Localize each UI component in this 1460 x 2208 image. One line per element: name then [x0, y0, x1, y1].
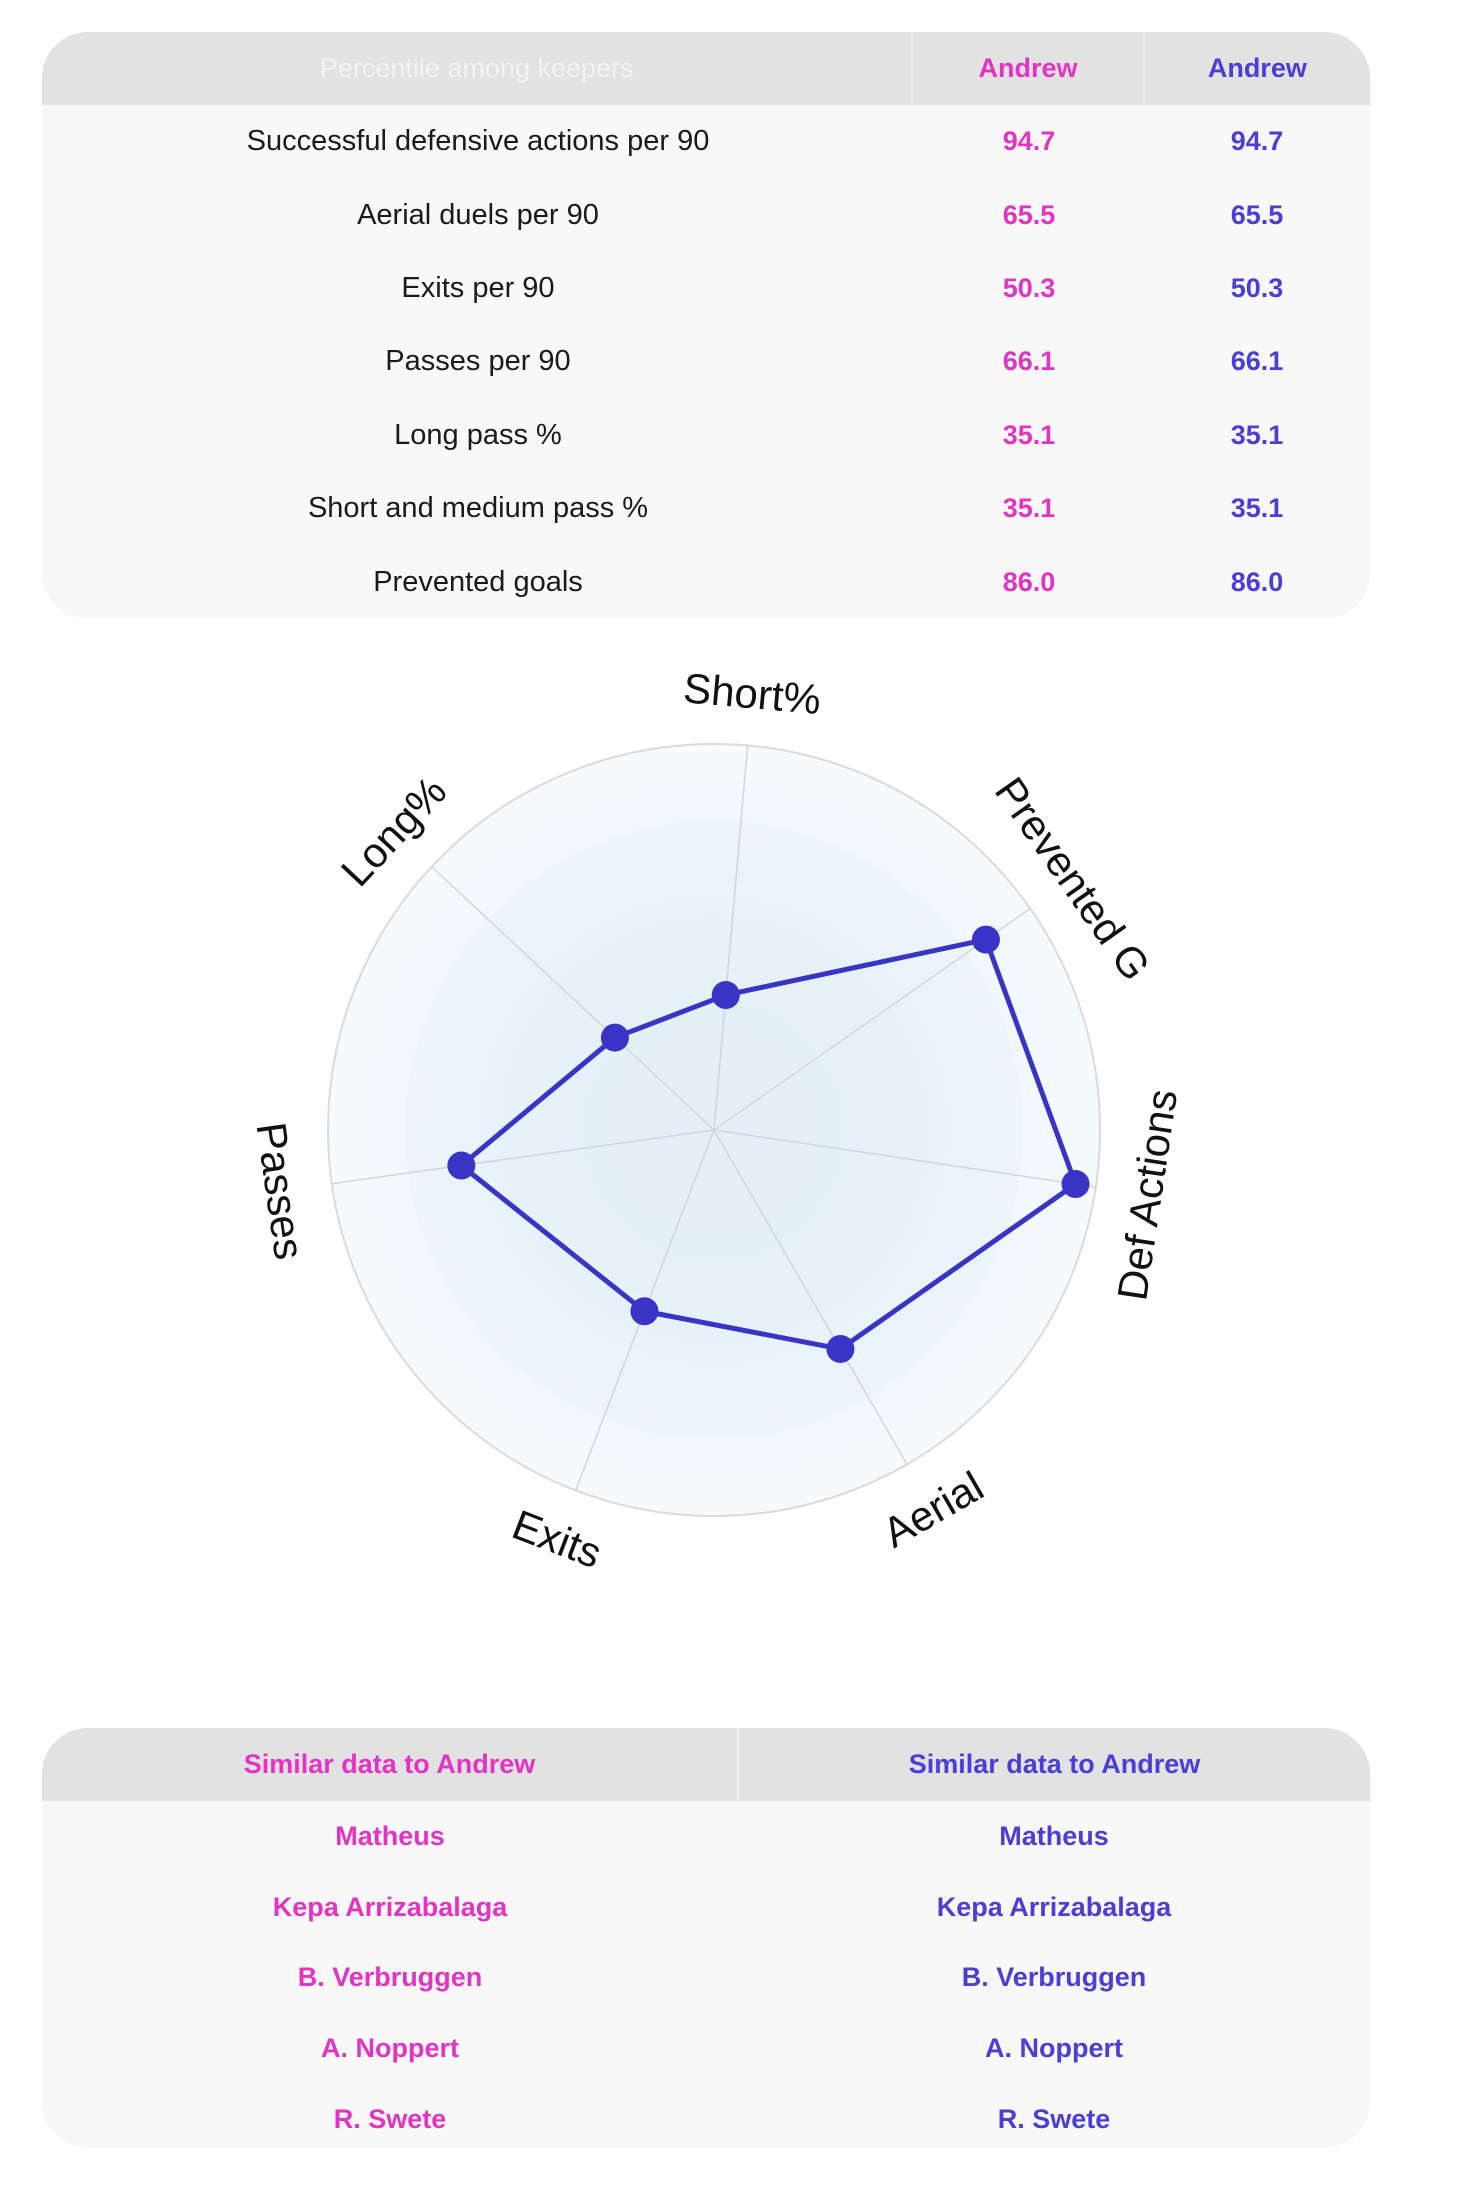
similar-player-a: Kepa Arrizabalaga: [272, 1891, 508, 1922]
similar-player-b: R. Swete: [997, 2104, 1111, 2135]
radar-series-line: [458, 937, 1079, 1352]
table-row: Passes per 90 66.1 66.1: [42, 325, 1370, 398]
radar-axis-label: Passes: [247, 1119, 313, 1262]
metric-label: Successful defensive actions per 90: [246, 125, 710, 158]
radar-axis-label: Short%: [682, 664, 823, 723]
radar-data-point: [1061, 1170, 1090, 1199]
table-row: Prevented goals 86.0 86.0: [42, 545, 1370, 618]
radar-data-point: [971, 925, 1000, 954]
table-row: Matheus Matheus: [42, 1801, 1370, 1872]
similar-player-b: Matheus: [999, 1820, 1109, 1851]
similar-player-a: R. Swete: [333, 2104, 447, 2135]
similar-player-b: B. Verbruggen: [961, 1962, 1147, 1993]
player-a-value: 66.1: [1002, 346, 1056, 377]
radar-axis-label: Aerial: [875, 1462, 992, 1556]
radar-spoke: [431, 866, 715, 1131]
radar-data-point: [630, 1297, 659, 1326]
table-row: B. Verbruggen B. Verbruggen: [42, 1943, 1370, 2014]
player-a-value: 94.7: [1002, 126, 1056, 157]
similar-player-b: Kepa Arrizabalaga: [936, 1891, 1172, 1922]
metric-label: Aerial duels per 90: [357, 198, 599, 231]
player-a-value: 35.1: [1002, 419, 1056, 450]
table-row: R. Swete R. Swete: [42, 2084, 1370, 2148]
table-row: Aerial duels per 90 65.5 65.5: [42, 178, 1370, 251]
radar-chart: Def ActionsAerialExitsPassesLong%Short%P…: [247, 664, 1186, 1577]
radar-grid: [327, 743, 1101, 1517]
radar-axis-label: Def Actions: [1108, 1086, 1186, 1303]
metric-label: Exits per 90: [401, 271, 555, 304]
radar-series: [447, 925, 1090, 1363]
similar-player-a-header: Similar data to Andrew: [243, 1749, 536, 1779]
player-b-value: 86.0: [1230, 566, 1284, 597]
table-row: Short and medium pass % 35.1 35.1: [42, 472, 1370, 545]
radar-data-point: [711, 981, 740, 1010]
radar-data-point: [447, 1151, 476, 1180]
player-b-value: 94.7: [1230, 126, 1284, 157]
radar-data-point: [826, 1334, 855, 1363]
player-b-value: 35.1: [1230, 493, 1284, 524]
radar-spoke: [713, 1129, 1096, 1188]
radar-data-point: [600, 1023, 629, 1052]
similar-player-b: A. Noppert: [985, 2033, 1123, 2064]
player-b-value: 66.1: [1230, 346, 1284, 377]
metric-label: Prevented goals: [373, 565, 583, 598]
similar-players-table: Similar data to Andrew Similar data to A…: [42, 1728, 1370, 2148]
metric-label: Short and medium pass %: [307, 492, 649, 525]
metric-label: Long pass %: [394, 418, 562, 451]
metric-label: Passes per 90: [385, 345, 571, 378]
similar-player-b-header: Similar data to Andrew: [736, 1728, 1370, 1801]
player-b-column-header: Andrew: [1142, 32, 1370, 105]
player-a-value: 50.3: [1002, 272, 1056, 303]
player-a-value: 35.1: [1002, 493, 1056, 524]
radar-spoke: [713, 1129, 908, 1465]
player-b-value: 65.5: [1230, 199, 1284, 230]
player-a-value: 65.5: [1002, 199, 1056, 230]
table-row: Kepa Arrizabalaga Kepa Arrizabalaga: [42, 1872, 1370, 1943]
player-a-value: 86.0: [1002, 566, 1056, 597]
metric-column-header: Percentile among keepers: [319, 53, 634, 83]
similar-player-a: A. Noppert: [321, 2033, 459, 2064]
table-row: Long pass % 35.1 35.1: [42, 399, 1370, 472]
player-a-column-header: Andrew: [911, 32, 1142, 105]
similar-table-header: Similar data to Andrew Similar data to A…: [42, 1728, 1370, 1801]
table-row: Successful defensive actions per 90 94.7…: [42, 105, 1370, 178]
radar-spoke: [331, 1129, 715, 1185]
radar-spoke: [713, 745, 749, 1131]
player-b-value: 50.3: [1230, 272, 1284, 303]
table-row: Exits per 90 50.3 50.3: [42, 252, 1370, 325]
similar-player-a: Matheus: [335, 1820, 445, 1851]
percentile-table: Percentile among keepers Andrew Andrew S…: [42, 32, 1370, 619]
table-row: A. Noppert A. Noppert: [42, 2013, 1370, 2084]
radar-axis-label: Exits: [506, 1501, 608, 1577]
player-b-value: 35.1: [1230, 419, 1284, 450]
similar-player-a: B. Verbruggen: [297, 1962, 483, 1993]
percentile-table-header: Percentile among keepers Andrew Andrew: [42, 32, 1370, 105]
